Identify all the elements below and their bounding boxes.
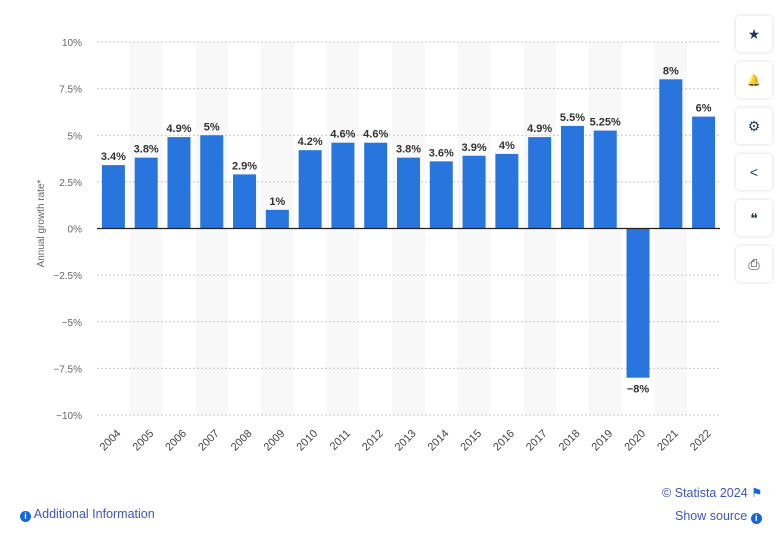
share-button[interactable]: <	[736, 154, 772, 190]
copyright[interactable]: © Statista 2024 ⚑	[662, 485, 762, 500]
data-label: 3.9%	[462, 142, 487, 154]
info-icon: i	[20, 511, 31, 522]
data-label: 3.4%	[101, 151, 126, 163]
x-tick-label: 2015	[458, 428, 484, 454]
bar-2017	[528, 137, 552, 229]
bar-2019	[593, 130, 617, 229]
y-tick-label: 7.5%	[59, 85, 82, 96]
y-tick-label: 2.5%	[59, 178, 82, 189]
x-tick-label: 2019	[590, 428, 616, 454]
y-tick-label: 10%	[62, 38, 82, 49]
data-label: 5%	[204, 121, 220, 133]
x-tick-label: 2008	[229, 428, 255, 454]
additional-information-link[interactable]: i Additional Information	[20, 507, 155, 522]
data-label: 1%	[269, 196, 285, 208]
x-tick-label: 2014	[426, 428, 452, 454]
x-tick-label: 2005	[131, 428, 157, 454]
quote-icon: ❝	[750, 209, 758, 226]
x-tick-label: 2018	[557, 428, 583, 454]
x-tick-label: 2009	[262, 428, 288, 454]
data-label: 4.6%	[330, 129, 355, 141]
bar-2014	[429, 161, 453, 229]
y-tick-label: 5%	[68, 131, 83, 142]
y-tick-label: −5%	[62, 318, 82, 329]
bar-2013	[397, 157, 420, 229]
bar-2021	[659, 79, 683, 229]
y-tick-label: −2.5%	[53, 271, 82, 282]
bar-2020	[626, 228, 650, 378]
bar-2009	[265, 209, 289, 229]
bar-2008	[233, 174, 257, 229]
bar-2022	[692, 116, 716, 229]
y-tick-label: 0%	[68, 225, 83, 236]
data-label: 3.8%	[396, 144, 421, 156]
bar-2005	[134, 157, 158, 229]
share-icon: <	[749, 164, 759, 180]
data-label: −8%	[627, 384, 650, 396]
show-source-label: Show source	[675, 509, 748, 523]
y-tick-label: −7.5%	[53, 364, 82, 375]
star-icon: ★	[747, 25, 761, 42]
data-label: 5.25%	[590, 117, 621, 129]
data-label: 4.6%	[363, 129, 388, 141]
info-icon: i	[750, 513, 762, 524]
print-button[interactable]: ⎙	[736, 246, 772, 282]
bar-2006	[167, 137, 191, 229]
x-tick-label: 2006	[163, 428, 189, 454]
settings-button[interactable]: ⚙	[736, 108, 772, 144]
data-label: 4.9%	[527, 123, 552, 135]
x-tick-label: 2013	[393, 428, 419, 454]
x-tick-label: 2016	[491, 428, 517, 454]
x-tick-label: 2017	[524, 428, 550, 454]
x-tick-label: 2004	[98, 428, 124, 454]
favorite-button[interactable]: ★	[736, 16, 772, 52]
bar-2011	[331, 142, 355, 229]
bar-2007	[200, 135, 224, 229]
additional-information-label: Additional Information	[33, 507, 155, 521]
x-tick-label: 2020	[622, 428, 648, 454]
print-icon: ⎙	[748, 255, 760, 272]
bar-2004	[101, 165, 125, 229]
data-label: 4.2%	[298, 136, 323, 148]
data-label: 5.5%	[560, 112, 585, 124]
gear-icon: ⚙	[747, 117, 761, 134]
copyright-text: © Statista 2024	[662, 486, 748, 500]
data-label: 3.8%	[134, 144, 159, 156]
bar-2016	[495, 153, 519, 229]
x-tick-label: 2010	[294, 428, 320, 454]
y-tick-label: −10%	[56, 411, 82, 422]
data-label: 4.9%	[166, 123, 191, 135]
data-label: 8%	[663, 65, 679, 77]
cite-button[interactable]: ❝	[736, 200, 772, 236]
data-label: 4%	[499, 140, 515, 152]
bar-2015	[462, 155, 486, 229]
x-tick-label: 2007	[196, 428, 222, 454]
data-label: 3.6%	[429, 147, 454, 159]
notification-button[interactable]: 🔔	[736, 62, 772, 98]
data-label: 2.9%	[232, 160, 257, 172]
bar-2012	[364, 142, 388, 229]
x-tick-label: 2012	[360, 428, 386, 454]
bar-2010	[298, 150, 322, 229]
x-tick-label: 2022	[688, 428, 714, 454]
y-axis-title: Annual growth rate*	[36, 179, 47, 267]
x-tick-label: 2021	[655, 428, 681, 454]
show-source-link[interactable]: Show source i	[675, 509, 762, 524]
flag-icon: ⚑	[751, 486, 763, 500]
x-tick-label: 2011	[328, 428, 353, 453]
bar-2018	[560, 125, 584, 229]
bell-icon: 🔔	[747, 74, 761, 87]
data-label: 6%	[696, 103, 712, 115]
